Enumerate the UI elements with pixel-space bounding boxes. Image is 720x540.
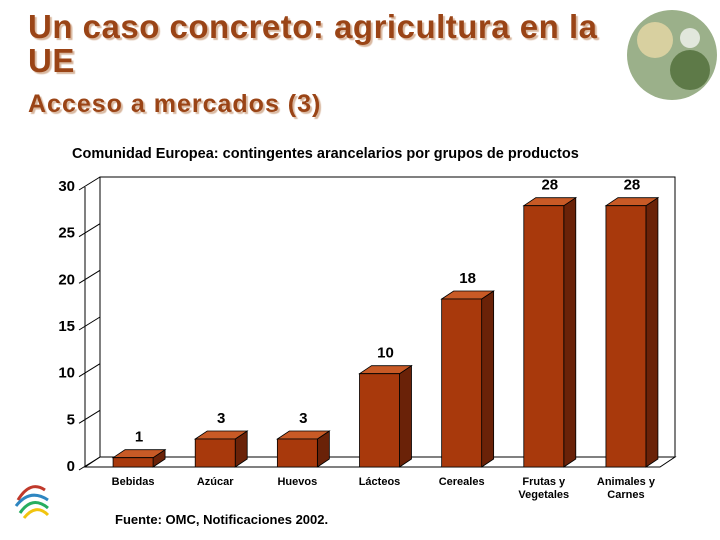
- y-tick-label: 20: [58, 271, 75, 288]
- y-tick-label: 15: [58, 318, 75, 335]
- x-tick-label: Animales y Carnes: [596, 476, 655, 501]
- bar: [358, 364, 413, 468]
- bar: [193, 430, 249, 468]
- deco-logo: [627, 10, 717, 100]
- bar-side: [563, 196, 577, 468]
- x-tick-label: Cereales: [438, 476, 485, 488]
- bar-side: [645, 196, 659, 468]
- title: Un caso concreto: agricultura en la UE: [28, 8, 598, 79]
- y-tick-label: 25: [58, 225, 75, 242]
- chart-title: Comunidad Europea: contingentes arancela…: [72, 146, 579, 162]
- bar: [604, 196, 660, 468]
- bar-side: [481, 290, 495, 468]
- y-tick-label: 10: [58, 365, 75, 382]
- subtitle: Acceso a mercados (3): [28, 90, 322, 118]
- value-label: 28: [541, 177, 558, 194]
- x-tick-label: Azúcar: [196, 476, 234, 488]
- grid-line: [78, 316, 101, 331]
- value-label: 28: [624, 177, 641, 194]
- bar-front: [605, 205, 647, 468]
- grid-line: [78, 269, 101, 284]
- bar-side: [399, 364, 412, 468]
- value-label: 10: [377, 345, 394, 362]
- grid-line: [78, 223, 101, 238]
- grid-line: [78, 363, 101, 378]
- bar: [111, 448, 167, 468]
- source: Fuente: OMC, Notificaciones 2002.: [115, 512, 329, 527]
- y-tick-label: 30: [58, 178, 75, 195]
- bar-front: [523, 205, 565, 468]
- bar-front: [359, 373, 400, 468]
- grid-line: [78, 456, 101, 471]
- x-tick-label: Bebidas: [111, 476, 155, 488]
- value-label: 3: [217, 410, 225, 427]
- bar-front: [194, 438, 236, 468]
- bar: [276, 430, 331, 468]
- bar-front: [112, 457, 154, 468]
- wto-logo: [14, 485, 50, 519]
- bar-front: [441, 298, 483, 468]
- value-label: 3: [299, 410, 307, 427]
- y-tick-label: 0: [67, 458, 75, 475]
- x-tick-label: Huevos: [277, 476, 318, 488]
- x-tick-label: Frutas y Vegetales: [518, 476, 570, 501]
- value-label: 1: [135, 429, 143, 446]
- grid-line: [78, 409, 101, 424]
- bar: [522, 196, 578, 468]
- bar-front: [276, 438, 318, 468]
- bar: [440, 290, 495, 468]
- x-tick-label: Lácteos: [358, 476, 401, 488]
- grid-line: [78, 176, 101, 191]
- value-label: 18: [459, 270, 476, 287]
- y-tick-label: 5: [67, 411, 75, 428]
